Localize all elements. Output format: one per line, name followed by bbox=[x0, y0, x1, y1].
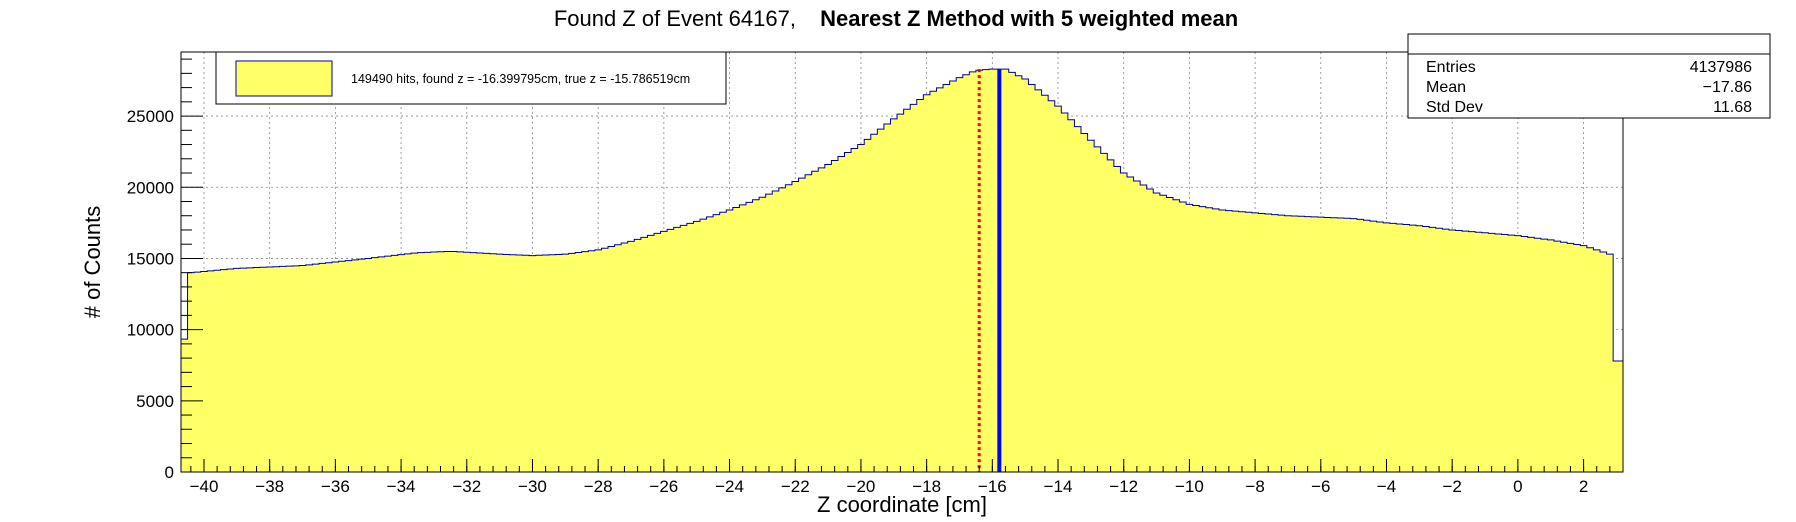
x-tick-label: −20 bbox=[847, 477, 876, 496]
x-tick-label: −40 bbox=[190, 477, 219, 496]
chart-title-bold: Nearest Z Method with 5 weighted mean bbox=[820, 6, 1238, 31]
x-tick-label: −10 bbox=[1175, 477, 1204, 496]
y-axis-title: # of Counts bbox=[80, 206, 105, 319]
stats-mean-value: −17.86 bbox=[1703, 79, 1752, 96]
stats-entries-value: 4137986 bbox=[1690, 59, 1752, 76]
x-tick-label: −34 bbox=[387, 477, 416, 496]
legend: 149490 hits, found z = -16.399795cm, tru… bbox=[215, 51, 727, 105]
x-axis-ticks: −40 −38 −36 −34 −32 −30 −28 −26 −24 −22 −20 −18 −16−… bbox=[190, 459, 1624, 496]
x-tick-label: −28 bbox=[584, 477, 613, 496]
stats-stddev-label: Std Dev bbox=[1426, 99, 1483, 116]
y-tick-label: 25000 bbox=[127, 107, 174, 126]
x-tick-label: −36 bbox=[321, 477, 350, 496]
x-tick-label: −16 bbox=[978, 477, 1007, 496]
legend-swatch bbox=[235, 60, 333, 97]
plot-frame bbox=[180, 51, 1624, 473]
y-tick-label: 5000 bbox=[136, 392, 174, 411]
stats-mean-label: Mean bbox=[1426, 79, 1466, 96]
y-axis-ticks: 0 5000 10000 15000 20000 25000 bbox=[127, 58, 203, 482]
x-tick-label: −30 bbox=[518, 477, 547, 496]
stats-entries-label: Entries bbox=[1426, 59, 1476, 76]
x-tick-label: −24 bbox=[715, 477, 744, 496]
y-tick-label: 15000 bbox=[127, 249, 174, 268]
stats-stddev-value: 11.68 bbox=[1713, 99, 1752, 116]
x-tick-label: 0 bbox=[1513, 477, 1522, 496]
x-tick-label: −18 bbox=[912, 477, 941, 496]
stats-box-frame bbox=[1407, 33, 1771, 119]
x-tick-label: −26 bbox=[649, 477, 678, 496]
x-tick-label: −22 bbox=[781, 477, 810, 496]
x-tick-label: −2 bbox=[1442, 477, 1461, 496]
x-tick-label: −14 bbox=[1044, 477, 1073, 496]
x-tick-label: −12 bbox=[1109, 477, 1138, 496]
x-tick-label: −38 bbox=[255, 477, 284, 496]
x-tick-label: −8 bbox=[1245, 477, 1264, 496]
histogram-outline bbox=[180, 68, 1624, 472]
x-tick-label: −4 bbox=[1377, 477, 1396, 496]
y-tick-label: 10000 bbox=[127, 321, 174, 340]
stats-box: Entries 4137986 Mean −17.86 Std Dev 11.6… bbox=[1407, 33, 1771, 119]
y-tick-label: 0 bbox=[165, 463, 174, 482]
histogram-fill bbox=[181, 69, 1623, 472]
chart-title: Found Z of Event 64167, Nearest Z Method… bbox=[554, 6, 1238, 31]
chart-title-main: Found Z of Event 64167, bbox=[554, 6, 796, 31]
x-axis-title: Z coordinate [cm] bbox=[817, 492, 987, 517]
x-tick-label: −32 bbox=[452, 477, 481, 496]
legend-entry-label: 149490 hits, found z = -16.399795cm, tru… bbox=[351, 72, 690, 86]
x-tick-label: 2 bbox=[1579, 477, 1588, 496]
y-tick-label: 20000 bbox=[127, 178, 174, 197]
x-tick-label: −6 bbox=[1311, 477, 1330, 496]
